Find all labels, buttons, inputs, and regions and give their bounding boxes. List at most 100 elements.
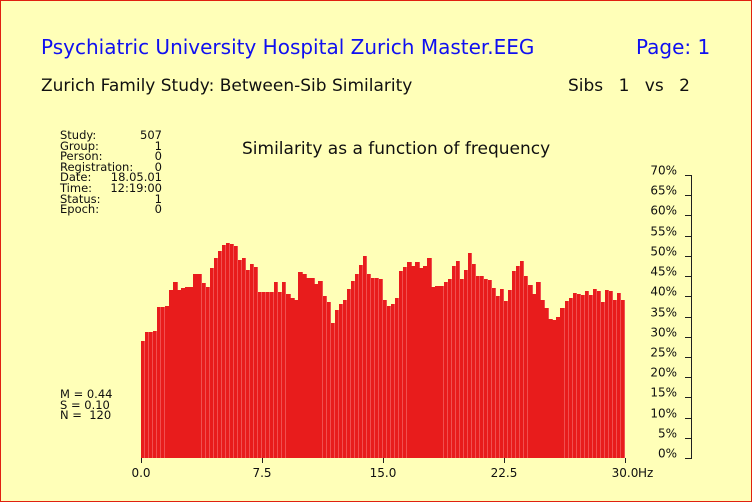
- y-tick-label: 35%: [650, 305, 677, 320]
- bar-plot-area: [141, 175, 626, 458]
- frequency-bar: [443, 282, 448, 458]
- info-value: 507: [140, 128, 162, 142]
- frequency-bar: [616, 293, 622, 458]
- info-label: Time:: [60, 180, 93, 195]
- frequency-bar: [310, 278, 315, 458]
- frequency-bar: [149, 331, 154, 458]
- frequency-bar: [318, 281, 323, 458]
- info-row: Study: 507: [60, 128, 162, 142]
- y-axis-line: [691, 175, 692, 459]
- info-value: 0: [154, 159, 162, 174]
- info-row: Group: 1: [60, 138, 162, 153]
- frequency-bar: [620, 300, 626, 458]
- frequency-bar: [419, 268, 424, 458]
- y-tick: [685, 195, 691, 197]
- frequency-bar: [298, 272, 303, 458]
- frequency-bar: [415, 261, 420, 458]
- info-label: Registration:: [60, 159, 134, 174]
- frequency-bar: [411, 265, 416, 458]
- frequency-bar: [560, 308, 565, 458]
- frequency-bar: [290, 297, 295, 458]
- frequency-bar: [580, 295, 585, 458]
- frequency-bar: [427, 257, 432, 458]
- frequency-bar: [423, 265, 428, 458]
- record-info-panel: Study: 507 Group: 1 Person: 0 Registration: 0 Da…: [60, 128, 162, 217]
- x-tick-label: 30.0: [611, 466, 639, 480]
- frequency-bar: [181, 288, 186, 458]
- info-value: 1: [154, 138, 162, 153]
- frequency-bar: [314, 284, 319, 458]
- frequency-bar: [451, 265, 456, 458]
- x-tick: [262, 458, 263, 463]
- frequency-bar: [463, 269, 468, 458]
- frequency-bar: [592, 288, 598, 458]
- y-tick-label: 55%: [650, 224, 677, 239]
- frequency-bar: [189, 287, 194, 458]
- info-label: Study:: [60, 128, 97, 142]
- frequency-bar: [391, 303, 396, 458]
- frequency-bar: [205, 287, 210, 458]
- frequency-bar: [374, 278, 380, 458]
- y-tick-label: 10%: [650, 406, 677, 421]
- frequency-bar: [217, 251, 222, 458]
- frequency-bar: [467, 253, 473, 458]
- x-tick-label: 15.0: [369, 466, 397, 480]
- y-tick: [685, 437, 691, 439]
- y-tick-label: 5%: [657, 426, 677, 441]
- frequency-bar: [407, 261, 412, 458]
- frequency-bar: [536, 282, 541, 458]
- page-number: Page: 1: [636, 35, 711, 59]
- frequency-bar: [588, 295, 594, 458]
- y-tick: [685, 235, 691, 237]
- frequency-bar: [213, 258, 218, 458]
- frequency-bar: [584, 291, 589, 458]
- frequency-bar: [334, 309, 339, 458]
- y-tick: [685, 356, 691, 358]
- frequency-bar: [330, 322, 335, 458]
- summary-stats: M = 0.44 S = 0.10 N = 120: [60, 387, 113, 421]
- frequency-bar: [262, 292, 267, 458]
- frequency-bar: [512, 271, 517, 458]
- frequency-bar: [487, 280, 493, 458]
- frequency-bar: [153, 330, 158, 458]
- y-tick: [685, 417, 691, 419]
- frequency-bar: [528, 284, 533, 458]
- frequency-bar: [439, 286, 444, 458]
- frequency-bar: [358, 265, 364, 458]
- frequency-bar: [608, 291, 614, 458]
- frequency-bar: [326, 302, 331, 458]
- frequency-bar: [209, 268, 214, 458]
- x-tick-label: 22.5: [490, 466, 518, 480]
- frequency-bar: [471, 263, 477, 458]
- frequency-bar: [548, 318, 553, 458]
- frequency-bar: [399, 270, 404, 458]
- x-tick: [625, 458, 626, 463]
- frequency-bar: [499, 289, 505, 458]
- stat-sd: S = 0.10: [60, 397, 110, 412]
- frequency-bar: [568, 297, 573, 458]
- y-tick: [685, 458, 691, 459]
- frequency-bar: [197, 274, 202, 458]
- frequency-bar: [516, 265, 521, 458]
- frequency-bar: [508, 290, 513, 458]
- y-tick: [685, 255, 691, 257]
- frequency-bar: [600, 302, 606, 458]
- report-title: Psychiatric University Hospital Zurich M…: [41, 35, 535, 59]
- y-tick-label: 65%: [650, 183, 677, 198]
- info-value: 12:19:00: [110, 180, 162, 195]
- frequency-bar: [378, 279, 384, 458]
- y-tick: [685, 316, 691, 318]
- frequency-bar: [233, 246, 239, 458]
- y-tick-label: 40%: [650, 284, 677, 299]
- stat-mean: M = 0.44: [60, 387, 113, 401]
- frequency-bar: [306, 278, 311, 458]
- x-tick: [383, 458, 384, 463]
- frequency-bar: [157, 306, 162, 458]
- sibs-comparison: Sibs 1 vs 2: [568, 76, 690, 96]
- info-label: Epoch:: [60, 202, 100, 217]
- info-row: Registration: 0: [60, 159, 162, 174]
- frequency-bar: [459, 279, 464, 458]
- y-tick-label: 50%: [650, 244, 677, 259]
- frequency-bar: [165, 306, 170, 458]
- frequency-bar: [604, 290, 610, 458]
